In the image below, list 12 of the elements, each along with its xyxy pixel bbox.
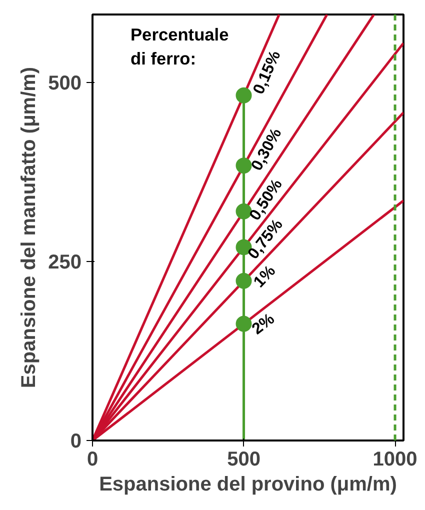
x-tick-label: 1000 <box>372 448 418 470</box>
y-tick-label: 250 <box>48 252 82 274</box>
x-axis-title: Espansione del provino (μm/m) <box>99 474 397 496</box>
text: 0,15% <box>250 48 284 97</box>
text: 1% <box>250 262 280 292</box>
y-axis-title: Espansione del manufatto (μm/m) <box>18 66 40 388</box>
x-tick-label: 0 <box>86 448 98 470</box>
text: 2% <box>249 310 278 338</box>
y-tick-label: 0 <box>70 430 82 452</box>
x-tick-label: 500 <box>227 448 260 470</box>
y-tick-label: 500 <box>48 72 82 95</box>
annotation: Percentuale di ferro: <box>130 24 230 68</box>
